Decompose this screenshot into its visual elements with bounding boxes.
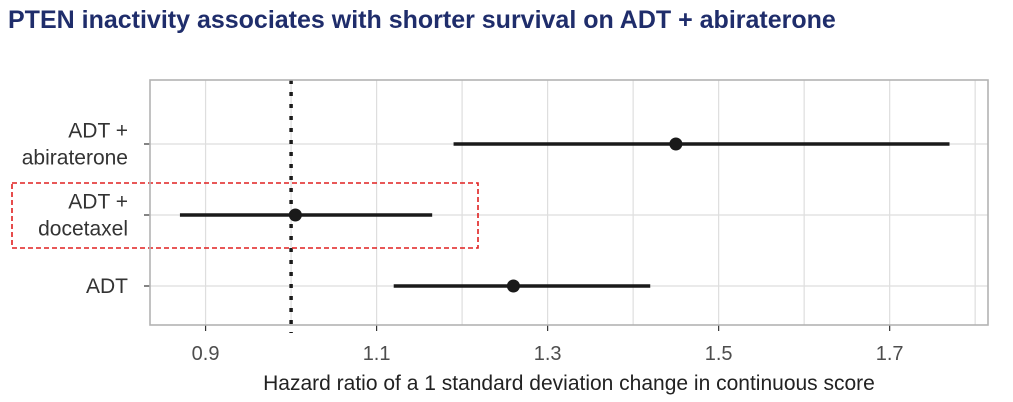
hr-point [669,137,683,151]
highlight-box [11,182,479,249]
category-label: ADT + [68,191,128,214]
category-label: docetaxel [38,218,128,241]
labels-layer: ADT + abiraterone ADT + docetaxel ADT 0.9 1.1 1… [22,120,904,396]
category-label: ADT + [68,120,128,143]
x-axis-title: Hazard ratio of a 1 standard deviation c… [263,372,875,395]
x-tick-label: 1.7 [876,343,904,365]
hr-point [506,279,520,293]
hr-point [288,208,302,222]
x-tick-label: 1.3 [534,343,562,365]
category-label: ADT [86,275,128,298]
panel-border [149,79,989,326]
x-tick-label: 0.9 [192,343,220,365]
estimates-layer [179,137,950,293]
grid-lines [150,80,988,325]
x-tick-label: 1.5 [705,343,733,365]
highlight-layer [11,182,479,249]
chart-title: PTEN inactivity associates with shorter … [8,6,836,34]
category-label: abiraterone [22,147,128,170]
x-tick-label: 1.1 [363,343,391,365]
